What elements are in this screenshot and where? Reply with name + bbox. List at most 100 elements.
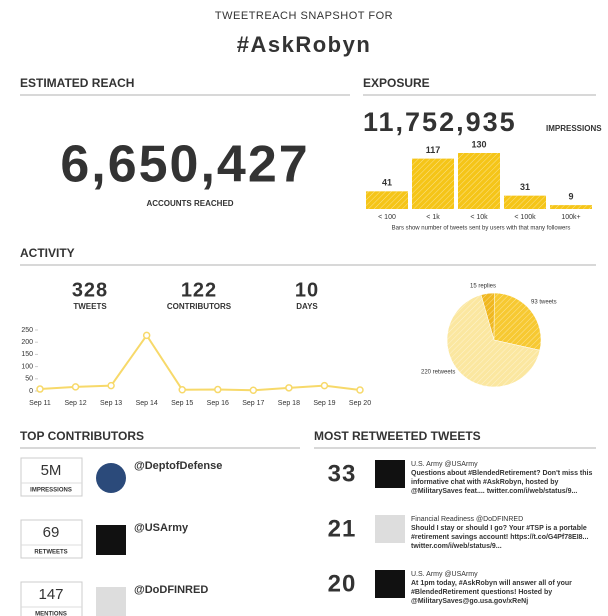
tweet-user: U.S. Army @USArmy: [411, 461, 478, 468]
bar-value-label: 9: [568, 191, 573, 201]
tweet-user: U.S. Army @USArmy: [411, 571, 478, 578]
title: #AskRobyn: [237, 32, 372, 57]
x-tick-label: Sep 18: [278, 400, 300, 407]
tweet-line: Should I stay or should I go? Your #TSP …: [411, 525, 587, 532]
x-tick-label: Sep 16: [207, 400, 229, 407]
x-tick-label: Sep 11: [29, 400, 51, 407]
contributor-avatar: [96, 587, 126, 616]
retweet-count: 21: [328, 515, 357, 542]
x-tick-label: Sep 13: [100, 400, 122, 407]
tweet-line: Questions about #BlendedRetirement? Don'…: [411, 470, 592, 477]
section-heading: ESTIMATED REACH: [20, 76, 134, 90]
bar-value-label: 117: [426, 145, 441, 155]
pie-hatch: [481, 293, 495, 340]
bar-value-label: 41: [382, 178, 392, 188]
exposure-label: IMPRESSIONS: [546, 124, 602, 133]
tweet-avatar: [375, 570, 405, 598]
contributor-label: RETWEETS: [34, 550, 67, 556]
pie-hatch: [447, 294, 540, 387]
retweet-count: 33: [328, 460, 357, 487]
x-tick-label: Sep 15: [171, 400, 193, 407]
tweet-avatar: [375, 515, 405, 543]
bar-hatch: [504, 195, 546, 209]
section-heading: MOST RETWEETED TWEETS: [314, 429, 481, 443]
kicker: TWEETREACH SNAPSHOT FOR: [215, 10, 393, 22]
tweet-line: twitter.com/i/web/status/9...: [411, 543, 502, 550]
line-point: [107, 381, 115, 390]
line-point: [142, 331, 151, 340]
y-tick-label: 200: [21, 339, 33, 346]
bar-category: 100k+: [561, 214, 580, 221]
contributor-value: 69: [43, 524, 60, 541]
contributor-name: @DeptofDefense: [134, 460, 222, 472]
x-tick-label: Sep 17: [242, 400, 264, 407]
bar-value-label: 31: [520, 182, 530, 192]
section-heading: EXPOSURE: [363, 76, 430, 90]
section-heading: TOP CONTRIBUTORS: [20, 429, 144, 443]
line-series: [39, 333, 361, 392]
line-point: [214, 385, 222, 394]
pie-label: 220 retweets: [421, 370, 455, 376]
x-tick-label: Sep 20: [349, 400, 371, 407]
bar-value-label: 130: [471, 139, 486, 149]
x-tick-label: Sep 12: [64, 400, 86, 407]
line-point: [71, 383, 80, 391]
retweet-count: 20: [328, 570, 357, 597]
line-point: [285, 384, 293, 392]
y-tick-label: 50: [25, 376, 33, 383]
contributor-name: @DoDFINRED: [134, 584, 208, 596]
tweet-line: informative chat with #AskRobyn, hosted …: [411, 479, 559, 486]
tweet-avatar: [375, 460, 405, 488]
stat-label: TWEETS: [73, 302, 107, 311]
exposure-value: 11,752,935: [363, 107, 517, 137]
y-tick-label: 150: [21, 351, 33, 358]
contributor-value: 5M: [41, 462, 62, 479]
contributor-value: 147: [38, 586, 63, 603]
contributor-avatar: [96, 463, 126, 493]
stat-value: 10: [295, 279, 319, 301]
bar-category: < 1k: [426, 214, 440, 221]
x-tick-label: Sep 19: [313, 400, 335, 407]
pie-label: 15 replies: [470, 284, 496, 290]
contributor-name: @USArmy: [134, 522, 189, 534]
tweet-line: #BlendedRetirement questions! Hosted by: [411, 589, 552, 596]
stat-label: DAYS: [296, 302, 318, 311]
x-tick-label: Sep 14: [136, 400, 158, 407]
tweet-line: @MilitarySaves feat.... twitter.com/i/we…: [411, 488, 577, 495]
bar-category: < 10k: [470, 214, 488, 221]
line-point: [36, 385, 44, 393]
bar-hatch: [458, 153, 500, 209]
line-point: [249, 386, 258, 395]
bar-hatch: [550, 205, 592, 209]
line-point: [320, 381, 329, 390]
line-point: [356, 386, 364, 394]
contributor-box: [20, 581, 83, 616]
contributor-label: IMPRESSIONS: [30, 488, 72, 494]
bar-category: < 100: [378, 214, 396, 221]
line-point: [178, 386, 186, 394]
contributor-avatar: [96, 525, 126, 555]
y-tick-label: 250: [21, 327, 33, 334]
stat-value: 328: [72, 279, 108, 301]
bar-hatch: [412, 158, 454, 209]
tweet-line: @MilitarySaves@go.usa.gov/xReNj: [411, 598, 528, 605]
pie-hatch: [494, 293, 541, 351]
tweet-line: At 1pm today, #AskRobyn will answer all …: [411, 580, 572, 587]
contributor-label: MENTIONS: [35, 612, 67, 616]
section-heading: ACTIVITY: [20, 246, 75, 260]
contributor-box: [20, 519, 83, 559]
pie-label: 93 tweets: [531, 300, 557, 306]
bar-category: < 100k: [514, 214, 536, 221]
stat-value: 122: [181, 279, 217, 301]
tweet-line: #retirement savings account! https://t.c…: [411, 534, 588, 541]
stat-label: CONTRIBUTORS: [167, 302, 232, 311]
y-tick-label: 0: [29, 388, 33, 395]
tweet-user: Financial Readiness @DoDFINRED: [411, 516, 523, 523]
y-tick-label: 100: [21, 363, 33, 370]
bar-hatch: [366, 191, 408, 209]
reach-value: 6,650,427: [60, 136, 309, 194]
contributor-box: [20, 457, 83, 497]
reach-label: ACCOUNTS REACHED: [146, 199, 233, 208]
bar-note: Bars show number of tweets sent by users…: [392, 226, 571, 232]
